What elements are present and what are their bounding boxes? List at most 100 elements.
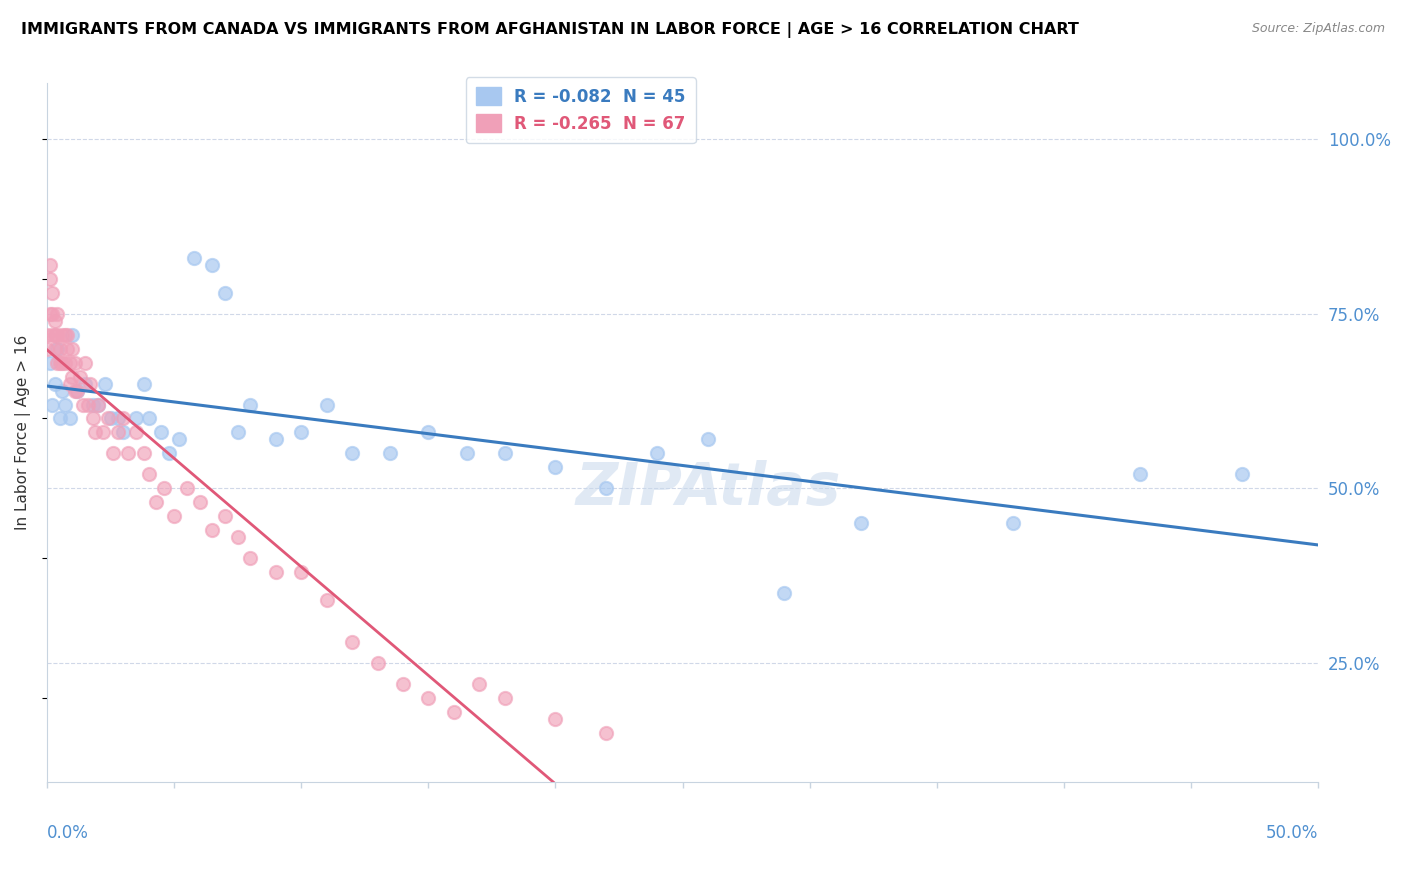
Point xyxy=(56,327,79,342)
Point xyxy=(53,397,76,411)
Point xyxy=(75,355,97,369)
Text: ZIPAtlas: ZIPAtlas xyxy=(575,460,841,517)
Legend: R = -0.082  N = 45, R = -0.265  N = 67: R = -0.082 N = 45, R = -0.265 N = 67 xyxy=(465,78,696,143)
Point xyxy=(46,355,69,369)
Point xyxy=(63,355,86,369)
Point xyxy=(214,285,236,300)
Point xyxy=(443,705,465,719)
Point xyxy=(239,551,262,566)
Point xyxy=(51,355,73,369)
Point xyxy=(226,425,249,440)
Point xyxy=(84,425,107,440)
Point xyxy=(79,376,101,391)
Point xyxy=(91,425,114,440)
Point xyxy=(38,307,60,321)
Point xyxy=(94,376,117,391)
Point xyxy=(82,411,104,425)
Point xyxy=(645,446,668,460)
Point xyxy=(48,355,70,369)
Point xyxy=(132,376,155,391)
Point xyxy=(125,425,148,440)
Point xyxy=(35,327,58,342)
Point xyxy=(41,327,63,342)
Point xyxy=(1129,467,1152,482)
Point xyxy=(595,726,617,740)
Point xyxy=(76,397,98,411)
Point xyxy=(418,425,440,440)
Point xyxy=(176,482,198,496)
Point xyxy=(59,355,82,369)
Point xyxy=(100,411,122,425)
Point xyxy=(392,677,415,691)
Point xyxy=(112,425,135,440)
Point xyxy=(107,425,129,440)
Point xyxy=(59,376,82,391)
Point xyxy=(132,446,155,460)
Point xyxy=(63,384,86,398)
Point xyxy=(60,327,83,342)
Point xyxy=(849,516,872,531)
Point xyxy=(153,482,176,496)
Point xyxy=(60,369,83,384)
Point xyxy=(163,509,186,524)
Text: 0.0%: 0.0% xyxy=(46,824,89,842)
Point xyxy=(53,327,76,342)
Point xyxy=(44,342,66,356)
Point xyxy=(468,677,491,691)
Point xyxy=(112,411,135,425)
Point xyxy=(494,691,516,706)
Point xyxy=(59,411,82,425)
Point xyxy=(201,524,224,538)
Point xyxy=(38,355,60,369)
Point xyxy=(1002,516,1025,531)
Point xyxy=(87,397,110,411)
Point xyxy=(145,495,167,509)
Point xyxy=(494,446,516,460)
Point xyxy=(82,397,104,411)
Point xyxy=(340,446,363,460)
Point xyxy=(66,384,89,398)
Point xyxy=(380,446,402,460)
Point xyxy=(367,657,389,671)
Point xyxy=(315,593,337,607)
Point xyxy=(48,411,70,425)
Point xyxy=(117,446,139,460)
Point xyxy=(315,397,337,411)
Point xyxy=(456,446,478,460)
Point xyxy=(38,258,60,272)
Point xyxy=(41,307,63,321)
Point xyxy=(44,376,66,391)
Point xyxy=(214,509,236,524)
Point xyxy=(201,258,224,272)
Point xyxy=(44,327,66,342)
Point xyxy=(188,495,211,509)
Point xyxy=(1230,467,1253,482)
Point xyxy=(35,342,58,356)
Point xyxy=(51,384,73,398)
Point xyxy=(125,411,148,425)
Point xyxy=(107,411,129,425)
Point xyxy=(138,411,160,425)
Point xyxy=(53,355,76,369)
Text: Source: ZipAtlas.com: Source: ZipAtlas.com xyxy=(1251,22,1385,36)
Point xyxy=(60,342,83,356)
Text: IMMIGRANTS FROM CANADA VS IMMIGRANTS FROM AFGHANISTAN IN LABOR FORCE | AGE > 16 : IMMIGRANTS FROM CANADA VS IMMIGRANTS FRO… xyxy=(21,22,1078,38)
Point xyxy=(75,376,97,391)
Point xyxy=(157,446,180,460)
Point xyxy=(290,425,312,440)
Point xyxy=(595,482,617,496)
Point xyxy=(41,285,63,300)
Point xyxy=(101,446,124,460)
Point xyxy=(51,327,73,342)
Point xyxy=(97,411,120,425)
Point xyxy=(340,635,363,649)
Point xyxy=(239,397,262,411)
Point xyxy=(48,342,70,356)
Point xyxy=(38,271,60,285)
Point xyxy=(66,384,89,398)
Point xyxy=(150,425,173,440)
Point xyxy=(41,397,63,411)
Point xyxy=(87,397,110,411)
Text: 50.0%: 50.0% xyxy=(1265,824,1319,842)
Point xyxy=(69,369,91,384)
